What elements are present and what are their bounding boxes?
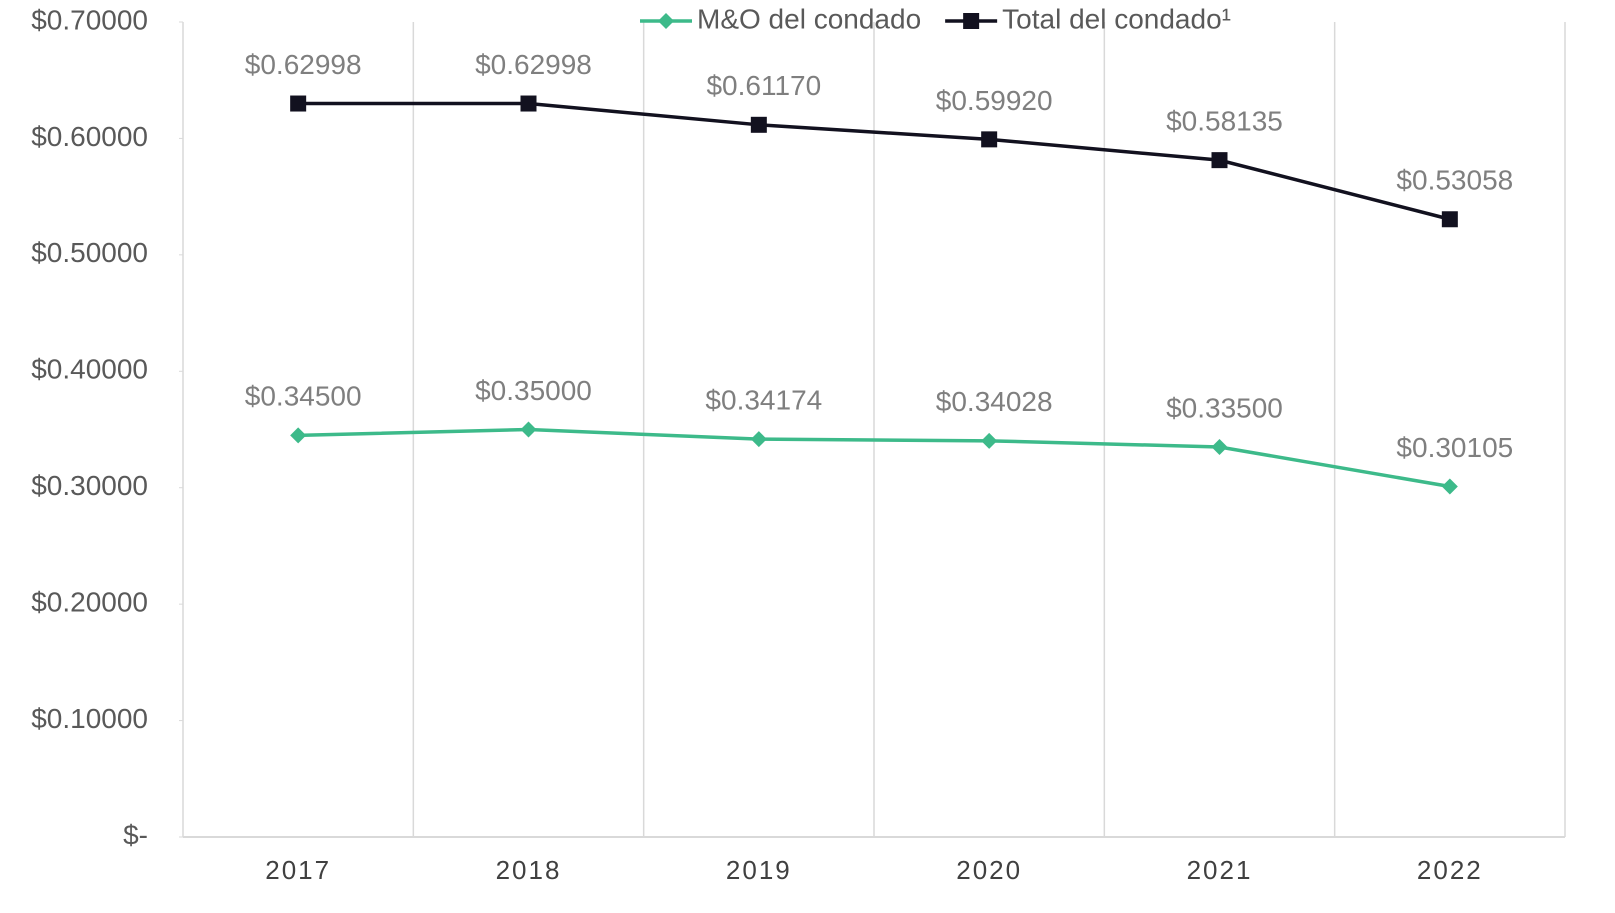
- x-tick-label: 2021: [1187, 855, 1253, 885]
- x-tick-label: 2017: [265, 855, 331, 885]
- point-marker: [290, 95, 307, 112]
- y-tick-label: $0.20000: [31, 587, 148, 618]
- data-label: $0.30105: [1396, 432, 1513, 463]
- point-marker: [1211, 152, 1228, 169]
- x-tick-label: 2019: [726, 855, 792, 885]
- y-tick-label: $0.60000: [31, 121, 148, 152]
- legend-label: Total del condado¹: [1002, 3, 1231, 34]
- y-tick-label: $0.40000: [31, 354, 148, 385]
- y-tick-label: $0.70000: [31, 4, 148, 35]
- data-label: $0.34028: [936, 386, 1053, 417]
- series-line: [298, 427, 1451, 489]
- point-marker: [981, 131, 998, 148]
- data-label: $0.33500: [1166, 392, 1283, 423]
- series-line: [298, 101, 1451, 221]
- point-marker: [1211, 438, 1228, 455]
- point-marker: [750, 116, 767, 133]
- legend-marker: [963, 13, 980, 29]
- y-tick-label: $0.10000: [31, 703, 148, 734]
- point-marker: [290, 427, 307, 444]
- data-label: $0.62998: [245, 49, 362, 80]
- legend-marker: [658, 13, 674, 29]
- x-tick-label: 2022: [1417, 855, 1483, 885]
- data-label: $0.34500: [245, 381, 362, 412]
- point-marker: [981, 432, 998, 449]
- y-tick-label: $-: [123, 819, 148, 850]
- data-label: $0.58135: [1166, 106, 1283, 137]
- point-marker: [750, 431, 767, 448]
- data-label: $0.59920: [936, 85, 1053, 116]
- x-tick-label: 2020: [956, 855, 1022, 885]
- data-label: $0.53058: [1396, 165, 1513, 196]
- point-marker: [1441, 211, 1458, 228]
- legend-label: M&O del condado: [697, 3, 921, 34]
- data-label: $0.35000: [475, 375, 592, 406]
- y-tick-label: $0.30000: [31, 470, 148, 501]
- point-marker: [520, 95, 537, 112]
- point-marker: [1441, 478, 1458, 495]
- data-label: $0.62998: [475, 49, 592, 80]
- data-label: $0.61170: [706, 70, 821, 101]
- data-label: $0.34174: [705, 385, 822, 416]
- x-tick-label: 2018: [496, 855, 562, 885]
- y-tick-label: $0.50000: [31, 237, 148, 268]
- point-marker: [520, 421, 537, 438]
